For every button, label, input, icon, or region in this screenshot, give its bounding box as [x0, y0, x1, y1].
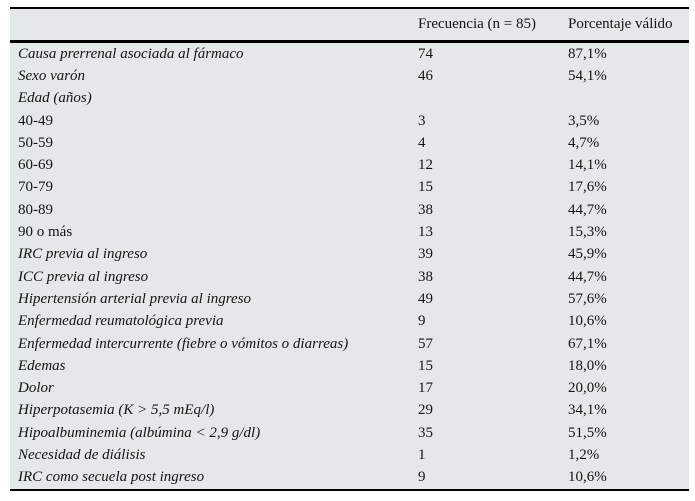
- row-porcentaje: 54,1%: [568, 67, 607, 84]
- row-frecuencia: 15: [418, 179, 433, 196]
- row-frecuencia: [408, 88, 558, 110]
- header-variable: [10, 8, 408, 43]
- row-frecuencia: 3: [418, 112, 426, 129]
- row-label: Edemas: [18, 357, 66, 374]
- row-label: Edad (años): [18, 90, 92, 107]
- row-label: 60-69: [18, 157, 53, 174]
- row-porcentaje: 57,6%: [568, 290, 607, 307]
- row-label: Enfermedad reumatológica previa: [18, 313, 224, 330]
- row-porcentaje: 15,3%: [568, 224, 607, 241]
- row-label: Enfermedad intercurrente (fiebre o vómit…: [18, 335, 349, 352]
- row-frecuencia: 13: [418, 224, 433, 241]
- table-row: Enfermedad reumatológica previa 9 10,6%: [10, 311, 689, 333]
- row-porcentaje: 18,0%: [568, 357, 607, 374]
- row-porcentaje: [558, 88, 689, 110]
- row-porcentaje: 4,7%: [568, 134, 600, 151]
- table-row: Hiperpotasemia (K > 5,5 mEq/l) 29 34,1%: [10, 400, 689, 422]
- row-frecuencia: 1: [418, 446, 426, 463]
- row-frecuencia: 46: [418, 67, 433, 84]
- row-porcentaje: 44,7%: [568, 201, 607, 218]
- row-porcentaje: 10,6%: [568, 313, 607, 330]
- table-header: Frecuencia (n = 85) Porcentaje válido: [10, 8, 689, 43]
- row-label: ICC previa al ingreso: [18, 268, 149, 285]
- row-frecuencia: 9: [418, 313, 426, 330]
- row-frecuencia: 12: [418, 157, 433, 174]
- table-row: 50-59 4 4,7%: [10, 132, 689, 154]
- row-label: Dolor: [18, 380, 54, 397]
- row-frecuencia: 49: [418, 290, 433, 307]
- row-porcentaje: 20,0%: [568, 380, 607, 397]
- row-porcentaje: 34,1%: [568, 402, 607, 419]
- row-porcentaje: 10,6%: [568, 469, 607, 486]
- row-porcentaje: 17,6%: [568, 179, 607, 196]
- row-label: Hiperpotasemia (K > 5,5 mEq/l): [18, 402, 215, 419]
- row-frecuencia: 35: [418, 424, 433, 441]
- row-frecuencia: 38: [418, 201, 433, 218]
- header-frecuencia: Frecuencia (n = 85): [408, 8, 558, 43]
- row-porcentaje: 3,5%: [568, 112, 600, 129]
- table-row: 40-49 3 3,5%: [10, 110, 689, 132]
- table-row: 70-79 15 17,6%: [10, 177, 689, 199]
- row-porcentaje: 67,1%: [568, 335, 607, 352]
- table-row: IRC previa al ingreso 39 45,9%: [10, 244, 689, 266]
- row-label: 50-59: [18, 134, 53, 151]
- table-row: 90 o más 13 15,3%: [10, 221, 689, 243]
- table-row: Enfermedad intercurrente (fiebre o vómit…: [10, 333, 689, 355]
- table-row: 60-69 12 14,1%: [10, 154, 689, 176]
- table-row: ICC previa al ingreso 38 44,7%: [10, 266, 689, 288]
- row-porcentaje: 45,9%: [568, 246, 607, 263]
- row-porcentaje: 51,5%: [568, 424, 607, 441]
- row-label: IRC como secuela post ingreso: [18, 469, 205, 486]
- row-frecuencia: 9: [418, 469, 426, 486]
- row-label: Sexo varón: [18, 67, 86, 84]
- row-label: 40-49: [18, 112, 53, 129]
- row-frecuencia: 38: [418, 268, 433, 285]
- row-label: IRC previa al ingreso: [18, 246, 148, 263]
- row-frecuencia: 39: [418, 246, 433, 263]
- row-porcentaje: 87,1%: [568, 45, 607, 62]
- table-row: IRC como secuela post ingreso 9 10,6%: [10, 467, 689, 490]
- table-body: Causa prerrenal asociada al fármaco 74 87,…: [10, 42, 689, 490]
- row-porcentaje: 14,1%: [568, 157, 607, 174]
- header-porcentaje: Porcentaje válido: [558, 8, 689, 43]
- table-row: Edemas 15 18,0%: [10, 355, 689, 377]
- paper-table-container: Frecuencia (n = 85) Porcentaje válido Ca…: [10, 7, 689, 491]
- table-row: Hipertensión arterial previa al ingreso 4…: [10, 288, 689, 310]
- row-frecuencia: 4: [418, 134, 426, 151]
- statistics-table: Frecuencia (n = 85) Porcentaje válido Ca…: [10, 7, 689, 491]
- row-label: Hipertensión arterial previa al ingreso: [18, 290, 252, 307]
- row-porcentaje: 1,2%: [568, 446, 600, 463]
- row-frecuencia: 57: [418, 335, 433, 352]
- table-row: Dolor 17 20,0%: [10, 377, 689, 399]
- row-frecuencia: 15: [418, 357, 433, 374]
- table-row: Hipoalbuminemia (albúmina < 2,9 g/dl) 35 5…: [10, 422, 689, 444]
- row-label: 90 o más: [18, 224, 73, 241]
- row-label: Necesidad de diálisis: [18, 446, 146, 463]
- row-label: Hipoalbuminemia (albúmina < 2,9 g/dl): [18, 424, 261, 441]
- header-row: Frecuencia (n = 85) Porcentaje válido: [10, 8, 689, 43]
- row-frecuencia: 29: [418, 402, 433, 419]
- table-row: Edad (años): [10, 88, 689, 110]
- row-frecuencia: 17: [418, 380, 433, 397]
- table-row: Causa prerrenal asociada al fármaco 74 87,…: [10, 42, 689, 66]
- row-label: 80-89: [18, 201, 53, 218]
- table-row: Necesidad de diálisis 1 1,2%: [10, 444, 689, 466]
- table-row: 80-89 38 44,7%: [10, 199, 689, 221]
- row-frecuencia: 74: [418, 45, 433, 62]
- row-label: Causa prerrenal asociada al fármaco: [18, 45, 244, 62]
- row-porcentaje: 44,7%: [568, 268, 607, 285]
- row-label: 70-79: [18, 179, 53, 196]
- table-row: Sexo varón 46 54,1%: [10, 65, 689, 87]
